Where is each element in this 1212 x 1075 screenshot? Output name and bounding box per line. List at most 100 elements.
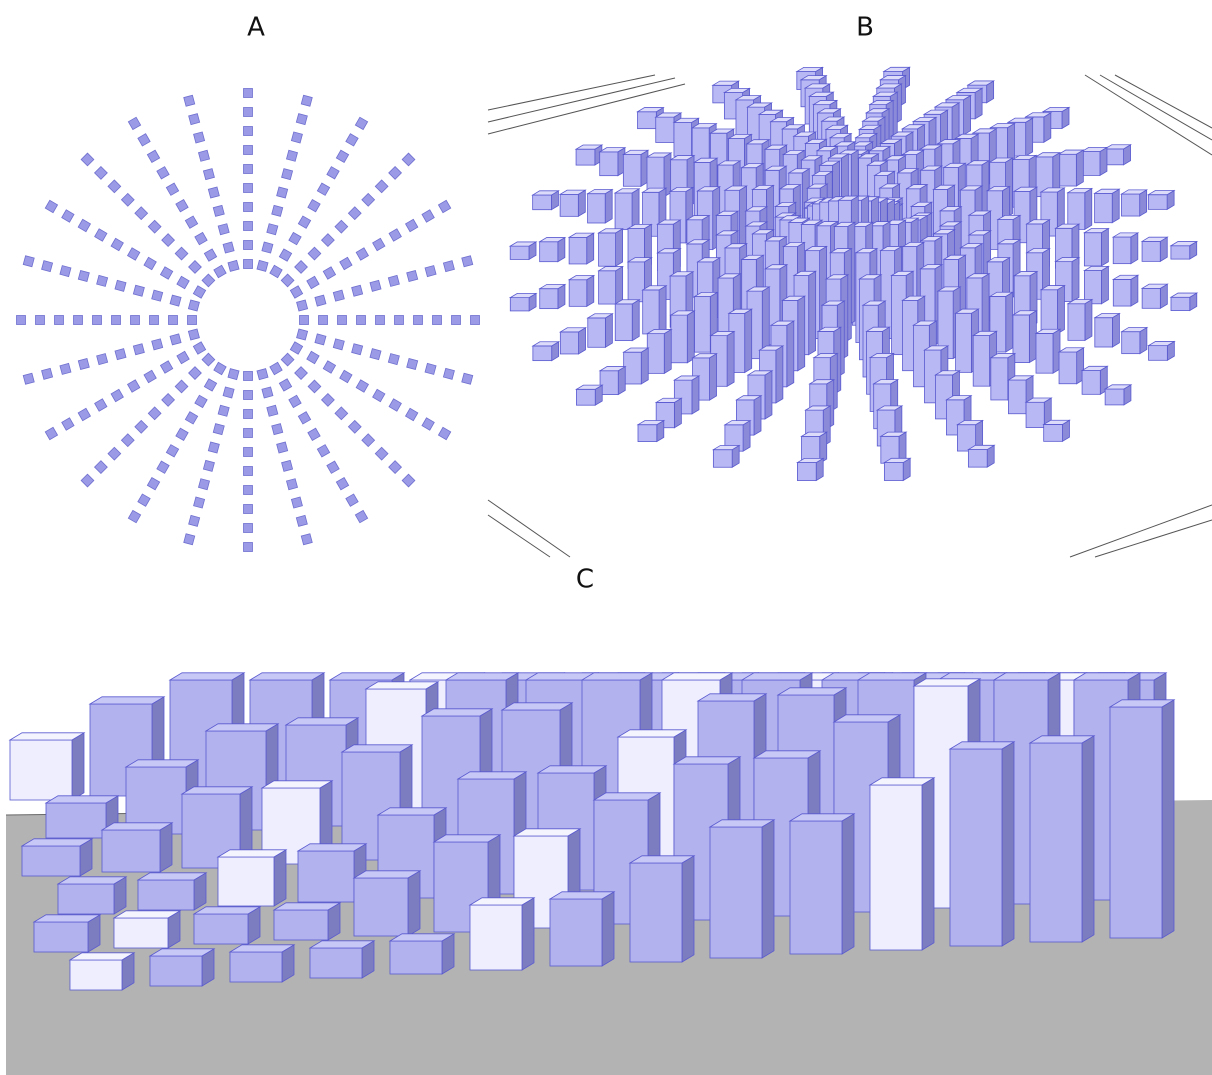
box-front [642,289,660,335]
block [307,198,321,213]
box [613,299,641,342]
box-side [709,352,717,401]
box [1111,274,1140,307]
box-top [879,431,908,437]
box [800,431,829,464]
block [314,294,327,307]
box [136,872,208,911]
box-top [958,185,984,191]
box-top [1120,327,1149,333]
box-top [711,80,741,86]
block [316,182,331,196]
box-front [389,940,443,975]
block [388,165,403,180]
block [227,259,240,272]
box-top [168,672,246,681]
box-side [1075,149,1084,187]
box-side [761,819,775,959]
box-top [621,149,650,155]
block [207,441,220,454]
block [404,218,419,233]
box-top [740,254,765,260]
box-top [942,254,967,260]
box-top [955,420,985,426]
box [538,236,567,263]
block [326,460,340,474]
box-top [854,248,879,254]
box-top [938,221,963,227]
box [272,902,342,941]
block [174,246,189,261]
block [307,379,322,394]
box-top [716,160,742,166]
block [294,260,308,274]
box-top [500,702,574,711]
box-front [712,449,733,468]
block [461,372,474,385]
box [711,444,741,468]
box-side [663,328,672,375]
box [20,838,94,877]
box-front [1141,241,1161,262]
box [567,232,596,265]
box-side [786,320,795,388]
box-top [696,257,722,263]
box-top [723,243,749,249]
box [1011,310,1038,364]
box-top [919,236,944,242]
box-side [658,285,667,335]
box-side [1111,188,1120,224]
box [352,870,422,937]
box-top [32,914,102,923]
box-front [1148,345,1168,361]
box-top [696,693,768,702]
block [243,202,253,212]
box-top [967,210,993,216]
box-top [967,230,993,236]
box [1039,284,1066,335]
block [110,388,124,403]
box-top [616,729,688,738]
block [217,223,230,236]
box-top [68,952,136,961]
block [149,315,159,325]
box-front [1067,303,1086,341]
box [948,741,1016,947]
box [558,327,587,355]
box-top [933,102,961,108]
box-top [727,308,754,314]
block [290,131,303,144]
box-top [788,813,856,822]
box-top [955,87,984,93]
corner-lines [487,74,1212,558]
block [243,221,253,231]
block [61,209,75,223]
block [132,343,145,356]
block [406,269,419,283]
block [222,386,235,399]
block [285,478,299,491]
box-top [800,219,824,225]
block [61,417,75,431]
box-side [764,370,773,420]
box-side [1112,312,1120,348]
box-front [1112,279,1132,307]
block [202,168,215,181]
block [161,233,176,248]
box-side [1130,274,1139,307]
box-top [204,723,280,732]
block [77,269,90,283]
box-top [669,155,696,161]
box-top [1006,117,1035,123]
box-top [734,95,763,101]
box-top [592,792,662,801]
box-front [568,236,588,265]
box [508,241,538,261]
block [169,294,182,307]
box-top [260,780,334,789]
box [645,328,673,375]
box-top [645,329,673,335]
box [468,897,536,971]
box-top [692,157,719,163]
corner-line [487,74,656,111]
